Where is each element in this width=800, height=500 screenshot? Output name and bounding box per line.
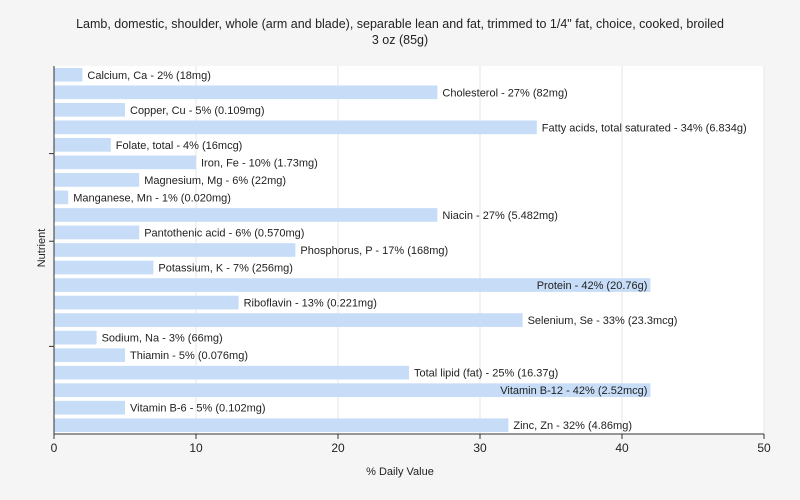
bar (54, 365, 409, 380)
x-tick-label: 0 (51, 441, 58, 455)
bar (54, 173, 140, 187)
bar-label: Niacin - 27% (5.482mg) (442, 210, 558, 222)
x-tick-label: 40 (615, 441, 629, 455)
y-axis-label: Nutrient (36, 228, 48, 268)
x-tick-label: 50 (757, 441, 771, 455)
bar-label: Riboflavin - 13% (0.221mg) (244, 298, 377, 310)
bar-label: Fatty acids, total saturated - 34% (6.83… (542, 122, 747, 134)
chart-subtitle: 3 oz (85g) (371, 33, 429, 47)
chart-title: Lamb, domestic, shoulder, whole (arm and… (0, 16, 800, 48)
bar (54, 330, 97, 345)
bar-label: Thiamin - 5% (0.076mg) (130, 350, 248, 362)
bar-label: Selenium, Se - 33% (23.3mcg) (528, 315, 678, 327)
bar (54, 418, 509, 433)
bar-label: Protein - 42% (20.76g) (537, 280, 648, 292)
bar (54, 155, 196, 170)
bar (54, 120, 537, 135)
bar (54, 208, 438, 222)
bar (54, 260, 154, 275)
bar (54, 278, 651, 292)
bar (54, 190, 69, 205)
x-axis-label: % Daily Value (366, 466, 434, 478)
bar-label: Vitamin B-6 - 5% (0.102mg) (130, 403, 266, 415)
bar-label: Folate, total - 4% (16mcg) (116, 140, 243, 152)
bar-label: Potassium, K - 7% (256mg) (158, 263, 293, 275)
bar-labels: Calcium, Ca - 2% (18mg) Cholesterol - 27%… (73, 70, 746, 432)
bar-label: Sodium, Na - 3% (66mg) (102, 333, 223, 345)
bar-label: Total lipid (fat) - 25% (16.37g) (414, 368, 558, 380)
bar (54, 295, 239, 310)
chart-title-text: Lamb, domestic, shoulder, whole (arm and… (76, 17, 724, 31)
bar (54, 138, 111, 152)
bar-label: Cholesterol - 27% (82mg) (442, 87, 567, 99)
bar (54, 383, 651, 398)
bar-label: Copper, Cu - 5% (0.109mg) (130, 105, 265, 117)
bar-label: Zinc, Zn - 32% (4.86mg) (513, 420, 632, 432)
bar-label: Iron, Fe - 10% (1.73mg) (201, 157, 318, 169)
bar-label: Phosphorus, P - 17% (168mg) (300, 245, 448, 257)
x-tick-label: 10 (189, 441, 203, 455)
bar (54, 67, 83, 82)
bar (54, 225, 140, 240)
bar (54, 102, 125, 117)
bar (54, 313, 523, 327)
bar-label: Magnesium, Mg - 6% (22mg) (144, 175, 286, 187)
x-tick-label: 30 (473, 441, 487, 455)
bar (54, 348, 125, 362)
x-tick-label: 20 (331, 441, 345, 455)
bar (54, 243, 296, 257)
bar-label: Vitamin B-12 - 42% (2.52mcg) (500, 385, 647, 397)
bar-label: Calcium, Ca - 2% (18mg) (87, 70, 210, 82)
bars (54, 67, 651, 433)
axes: 0 10 20 30 40 50 (49, 66, 771, 455)
bar-label: Pantothenic acid - 6% (0.570mg) (144, 227, 304, 239)
bar (54, 85, 438, 100)
bar-label: Manganese, Mn - 1% (0.020mg) (73, 192, 231, 204)
bar (54, 400, 125, 415)
